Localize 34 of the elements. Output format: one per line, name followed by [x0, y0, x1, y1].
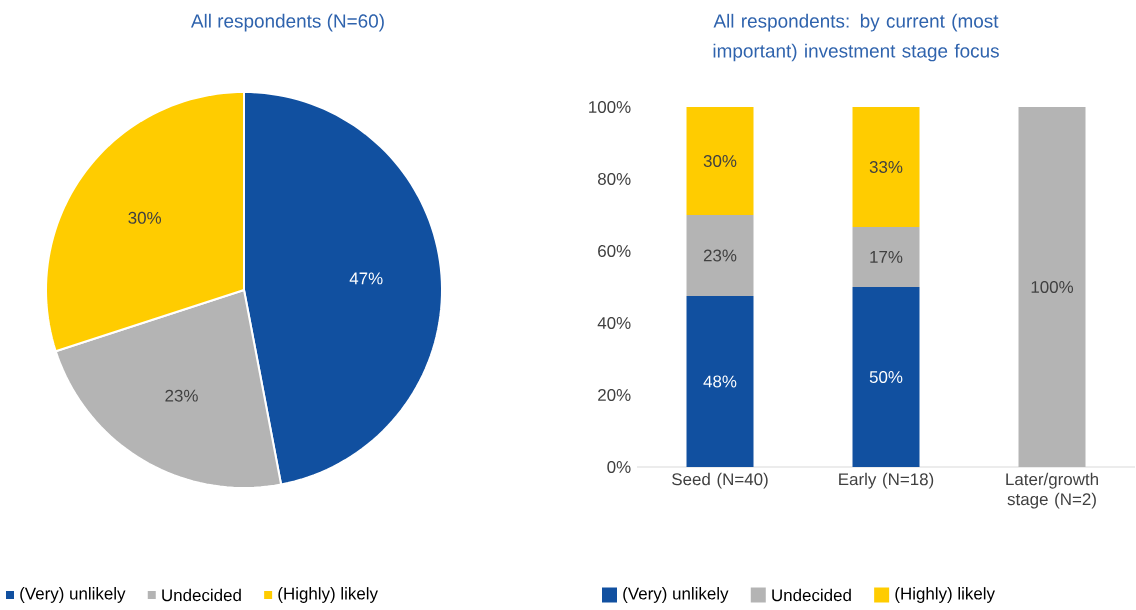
y-tick-label: 0%	[607, 461, 631, 473]
y-tick-label: 40%	[597, 317, 631, 329]
data-label: 23%	[165, 389, 198, 402]
data-label: 33%	[869, 160, 903, 173]
legend-label: (Highly) likely	[278, 587, 378, 603]
bar	[852, 287, 920, 467]
data-label: 50%	[869, 371, 903, 383]
x-tick-label: Later/growth stage (N=2)	[1006, 472, 1098, 509]
y-tick-label: 20%	[598, 389, 631, 401]
chart-title: All respondents: by current (most important) investment stage focus	[713, 13, 999, 62]
legend-label: (Very) unlikely	[623, 587, 729, 603]
bar	[852, 107, 920, 227]
data-label: 47%	[349, 272, 383, 285]
bar	[686, 215, 754, 296]
bar	[852, 226, 920, 287]
bar	[686, 296, 754, 467]
chart-title: All respondents (N=60)	[190, 13, 384, 32]
data-label: 17%	[870, 251, 903, 263]
y-tick-label: 100%	[589, 101, 631, 113]
data-label: 100%	[1031, 281, 1074, 293]
y-tick-label: 80%	[598, 173, 631, 185]
legend-label: Undecided	[162, 588, 241, 602]
bar	[686, 107, 754, 215]
y-tick-label: 60%	[598, 245, 631, 257]
data-label: 23%	[703, 249, 737, 262]
data-label: 48%	[703, 375, 737, 388]
legend-label: (Highly) likely	[895, 587, 995, 603]
bar	[1018, 107, 1086, 467]
data-label: 30%	[703, 155, 737, 167]
data-label: 30%	[128, 211, 162, 224]
x-tick-label: Early (N=18)	[839, 472, 934, 489]
x-tick-label: Seed (N=40)	[672, 472, 768, 489]
legend-label: Undecided	[772, 588, 851, 602]
legend-label: (Very) unlikely	[20, 587, 126, 603]
